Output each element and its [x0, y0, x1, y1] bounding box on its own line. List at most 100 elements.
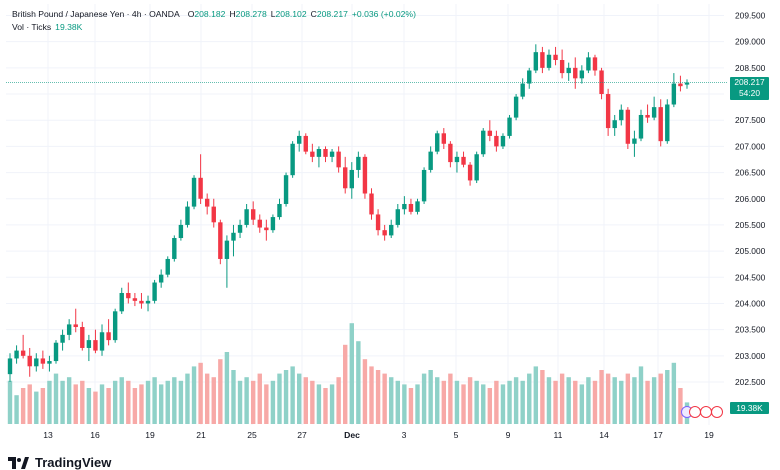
candle-body	[658, 107, 663, 142]
close-label: C	[310, 9, 317, 19]
high-label: H	[229, 9, 236, 19]
candle-body	[573, 67, 578, 79]
candle-body	[14, 350, 19, 359]
y-tick-label: 209.500	[735, 11, 766, 21]
volume-bar	[191, 366, 197, 424]
volume-bar	[592, 380, 598, 424]
candle-body	[421, 169, 427, 202]
volume-legend: Vol · Ticks 19.38K	[12, 22, 82, 32]
candle-body	[586, 57, 591, 71]
volume-bar	[158, 384, 164, 424]
candle-body	[638, 114, 644, 139]
candle-body	[80, 327, 85, 348]
low-value: 208.102	[275, 9, 307, 19]
volume-bar	[671, 362, 677, 424]
candle-body	[527, 70, 532, 84]
tradingview-wordmark: TradingView	[35, 455, 112, 470]
candle-body	[678, 83, 683, 87]
symbol-legend: British Pound / Japanese Yen · 4h · OAND…	[12, 9, 416, 19]
candle-body	[665, 104, 670, 142]
candle-body	[651, 107, 657, 118]
volume-bar	[310, 380, 315, 424]
volume-bar	[178, 380, 184, 424]
volume-value: 19.38K	[55, 22, 83, 32]
candle-body	[172, 238, 177, 259]
volume-bar	[224, 352, 230, 424]
low-label: L	[270, 9, 276, 19]
candle-body	[132, 298, 138, 301]
volume-bar	[619, 380, 624, 424]
candle-body	[362, 156, 368, 194]
candle-body	[540, 52, 545, 68]
candle-body	[297, 135, 302, 144]
candle-body	[86, 340, 92, 348]
volume-bar	[237, 380, 243, 424]
high-value: 208.278	[235, 9, 267, 19]
candle-body	[625, 109, 631, 144]
open-value: 208.182	[194, 9, 226, 19]
candle-body	[310, 151, 315, 157]
candle-body	[329, 151, 335, 157]
x-tick-label: 13	[43, 430, 53, 440]
candle-body	[40, 358, 46, 364]
y-tick-label: 209.000	[735, 37, 766, 47]
candle-body	[448, 143, 453, 163]
candle-body	[119, 292, 124, 312]
candle-body	[382, 230, 387, 236]
candle-body	[290, 143, 295, 176]
candle-body	[20, 350, 26, 356]
volume-bar	[316, 384, 322, 424]
dividend-icon[interactable]	[711, 406, 723, 418]
candle-body	[257, 219, 262, 228]
volume-bar	[132, 388, 138, 424]
volume-bar	[487, 388, 493, 424]
volume-bar	[20, 388, 26, 424]
volume-bar	[27, 384, 32, 424]
x-tick-label: Dec	[344, 430, 360, 440]
volume-bar	[520, 380, 525, 424]
volume-bar	[605, 373, 611, 424]
candle-body	[178, 224, 184, 239]
volume-bar	[53, 373, 59, 424]
candle-body	[467, 164, 473, 181]
volume-bar	[244, 377, 249, 424]
candle-body	[428, 151, 433, 170]
volume-bar	[290, 366, 295, 424]
candle-body	[599, 70, 604, 95]
volume-bar	[119, 377, 124, 424]
volume-bar	[80, 380, 85, 424]
volume-bar	[435, 377, 440, 424]
candle-body	[73, 324, 78, 328]
candle-body	[237, 224, 243, 233]
candle-body	[224, 240, 230, 259]
volume-bar	[165, 380, 170, 424]
candle-body	[645, 114, 650, 118]
y-tick-label: 204.500	[735, 272, 766, 282]
volume-bar	[343, 344, 348, 424]
volume-bar	[579, 384, 585, 424]
volume-bar	[461, 384, 466, 424]
volume-bar	[586, 377, 591, 424]
volume-bar	[303, 377, 308, 424]
candle-body	[60, 334, 65, 343]
volume-bar	[625, 373, 631, 424]
volume-bar	[428, 370, 433, 424]
tradingview-mark-icon	[8, 456, 29, 469]
volume-bar	[356, 341, 361, 424]
volume-bar	[421, 373, 427, 424]
volume-bar	[559, 373, 565, 424]
candlesticks	[7, 44, 690, 382]
candle-body	[612, 120, 617, 129]
volume-bar	[638, 366, 644, 424]
x-tick-label: 21	[196, 430, 206, 440]
change-value: +0.036 (+0.02%)	[351, 9, 416, 19]
volume-bar	[375, 370, 381, 424]
volume-bar	[172, 377, 177, 424]
volume-bar	[645, 380, 650, 424]
volume-bar	[441, 380, 447, 424]
x-tick-label: 14	[599, 430, 609, 440]
volume-bar	[66, 377, 72, 424]
candle-body	[500, 135, 506, 147]
tradingview-logo[interactable]: TradingView	[8, 455, 111, 470]
